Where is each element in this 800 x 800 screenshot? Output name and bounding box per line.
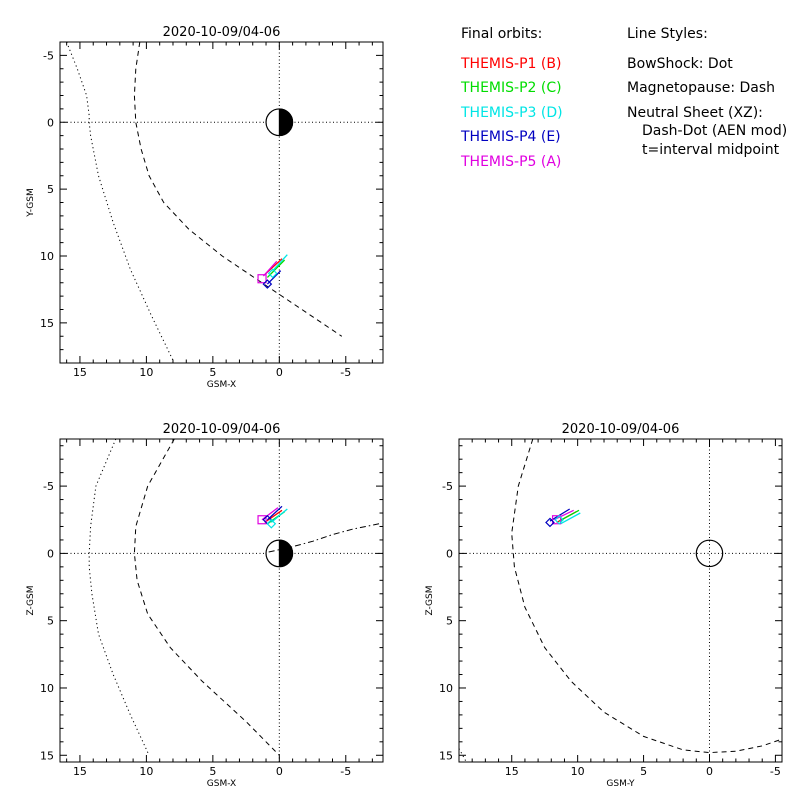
magnetopause-line [133, 439, 280, 756]
y-tick-label: 15 [40, 317, 54, 330]
magnetopause-line [511, 439, 782, 754]
y-tick-label: -5 [43, 480, 54, 493]
x-tick-label: 5 [209, 765, 216, 778]
magnetopause-line [133, 42, 343, 337]
y-tick-label: 5 [446, 615, 453, 628]
earth-nightside [278, 108, 294, 137]
orbit-end-square-marker [551, 515, 562, 525]
y-tick-label: 5 [47, 183, 54, 196]
bowshock-line [459, 748, 467, 761]
orbit-end-square-marker [257, 515, 267, 525]
x-axis-label: GSM-Y [606, 779, 635, 789]
orbit-end-square-marker [257, 274, 267, 284]
earth-outline [695, 539, 724, 568]
style-bowshock: BowShock: Dot [627, 56, 733, 72]
data-layer [459, 439, 782, 761]
panel-title: 2020-10-09/04-06 [163, 25, 281, 40]
panel-title: 2020-10-09/04-06 [562, 422, 680, 437]
x-tick-label: 0 [706, 765, 713, 778]
plot-frame [59, 438, 384, 763]
neutral-sheet-line [268, 523, 380, 553]
y-tick-label: 0 [446, 547, 453, 560]
data-layer [88, 439, 380, 756]
orbit-label-p1: THEMIS-P1 (B) [461, 56, 562, 72]
orbit-track-5 [272, 254, 288, 272]
x-tick-label: 5 [640, 765, 647, 778]
x-axis-label: GSM-X [207, 380, 236, 390]
x-tick-label: 10 [139, 366, 153, 379]
y-axis-label: Z-GSM [425, 585, 435, 615]
style-midpoint: t=interval midpoint [642, 142, 780, 158]
x-tick-label: -5 [340, 765, 351, 778]
y-tick-label: 10 [40, 250, 54, 263]
y-axis-label: Y-GSM [26, 188, 36, 217]
x-tick-label: 0 [276, 366, 283, 379]
y-tick-label: 0 [47, 116, 54, 129]
style-dash-dot: Dash-Dot (AEN mod) [642, 123, 788, 139]
data-layer [66, 42, 343, 361]
orbit-track-6 [270, 508, 288, 523]
y-tick-label: -5 [43, 49, 54, 62]
y-tick-label: 0 [47, 547, 54, 560]
bowshock-line [88, 439, 150, 756]
style-magnetopause: Magnetopause: Dash [627, 80, 776, 96]
y-tick-label: 5 [47, 615, 54, 628]
orbit-label-p5: THEMIS-P5 (A) [461, 154, 562, 170]
y-tick-label: 15 [439, 749, 453, 762]
x-tick-label: -5 [770, 765, 781, 778]
y-tick-label: -5 [442, 480, 453, 493]
orbits-legend-title: Final orbits: [461, 26, 543, 42]
panel-2: 2020-10-09/04-06 15 10 5 0 -5 -5 0 5 10 15 GSM-X Z-G… [26, 422, 384, 789]
line-styles-title: Line Styles: [627, 26, 708, 42]
x-tick-label: -5 [340, 366, 351, 379]
bowshock-line [66, 42, 174, 361]
panel-1: 2020-10-09/04-06 15 10 5 0 -5 -5 0 5 10 15 GSM-X Y-G… [26, 25, 384, 390]
orbit-end-diamond-marker [266, 518, 277, 529]
orbit-end-diamond-marker [262, 279, 273, 289]
earth-nightside [278, 539, 294, 568]
orbit-label-p4: THEMIS-P4 (E) [461, 129, 561, 145]
y-axis-label: Z-GSM [26, 585, 36, 615]
orbit-end-diamond-marker [545, 517, 555, 528]
x-tick-label: 15 [73, 765, 87, 778]
orbit-label-p2: THEMIS-P2 (C) [461, 80, 562, 96]
orbit-track-4 [264, 509, 283, 523]
orbit-track-5 [560, 512, 581, 525]
x-tick-label: 10 [139, 765, 153, 778]
panel-3: 2020-10-09/04-06 15 10 5 0 -5 -5 0 5 10 15 GSM-Y Z-G… [425, 422, 783, 789]
orbit-track-7 [262, 260, 278, 277]
orbit-end-diamond-marker [267, 268, 278, 279]
x-tick-label: 10 [571, 765, 585, 778]
panel-title: 2020-10-09/04-06 [163, 422, 281, 437]
y-tick-label: 15 [40, 749, 54, 762]
plot-frame [458, 438, 783, 763]
x-tick-label: 5 [209, 366, 216, 379]
style-neutral-sheet: Neutral Sheet (XZ): [627, 105, 763, 121]
orbit-label-p3: THEMIS-P3 (D) [461, 105, 563, 121]
x-tick-label: 15 [505, 765, 519, 778]
orbit-end-diamond-marker [554, 514, 565, 525]
x-tick-label: 0 [276, 765, 283, 778]
plot-frame [59, 41, 384, 364]
y-tick-label: 10 [40, 682, 54, 695]
x-tick-label: 15 [73, 366, 87, 379]
x-axis-label: GSM-X [207, 779, 236, 789]
orbit-track-6 [549, 508, 571, 522]
y-tick-label: 10 [439, 682, 453, 695]
